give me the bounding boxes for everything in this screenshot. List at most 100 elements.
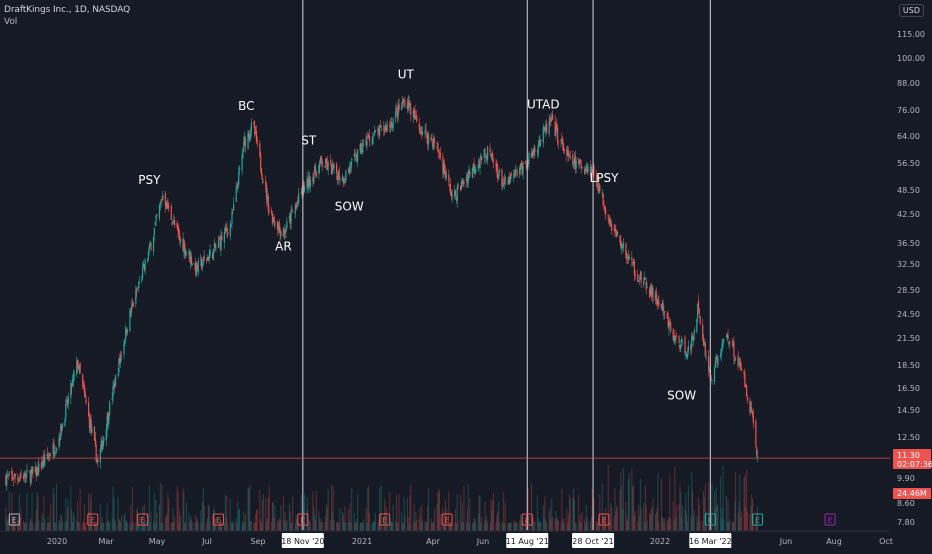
currency-button[interactable]: USD <box>898 4 924 17</box>
earnings-marker[interactable] <box>87 513 99 526</box>
volume-bar <box>7 518 9 531</box>
volume-bar <box>757 506 759 531</box>
volume-bar <box>544 496 546 531</box>
earnings-marker[interactable] <box>824 513 836 526</box>
volume-bar <box>680 492 682 531</box>
volume-bar <box>26 493 28 531</box>
volume-bar <box>461 501 463 531</box>
volume-bar <box>737 512 739 531</box>
time-marker-badge <box>506 533 549 548</box>
candle-body <box>152 236 155 252</box>
volume-bar <box>231 522 233 531</box>
volume-bar <box>112 486 114 531</box>
earnings-marker[interactable] <box>137 513 149 526</box>
candle-body <box>710 378 712 380</box>
volume-bar <box>207 518 209 531</box>
earnings-marker[interactable] <box>212 513 224 526</box>
volume-bar <box>8 491 10 531</box>
candle-body <box>465 176 468 182</box>
earnings-marker-label: E <box>755 516 760 525</box>
candle-body <box>574 155 576 170</box>
candle-body <box>268 210 270 212</box>
volume-bar <box>430 518 432 531</box>
volume-bar <box>366 522 368 531</box>
volume-bar <box>285 522 287 531</box>
volume-bar <box>751 494 753 531</box>
earnings-marker[interactable] <box>521 513 533 526</box>
earnings-marker-label: E <box>140 516 145 525</box>
candle-body <box>214 243 216 249</box>
volume-bar <box>716 504 718 531</box>
volume-bar <box>395 494 397 531</box>
candle-body <box>430 137 432 140</box>
volume-bar <box>722 465 724 531</box>
volume-bar <box>578 494 580 531</box>
volume-bar <box>266 518 268 531</box>
candle-body <box>265 185 268 200</box>
candle-body <box>568 155 571 156</box>
wyckoff-label: SOW <box>335 200 364 214</box>
candle-body <box>366 140 368 146</box>
candle-body <box>546 123 548 133</box>
symbol-title[interactable]: DraftKings Inc., 1D, NASDAQ <box>4 5 131 15</box>
candle-body <box>147 258 149 261</box>
candle-body <box>416 115 418 122</box>
volume-bar <box>130 505 132 531</box>
time-tick-label: Oct <box>879 537 893 546</box>
volume-bar <box>723 519 725 531</box>
volume-bar <box>295 515 297 531</box>
candle-body <box>298 193 300 204</box>
candle-body <box>107 412 109 422</box>
candle-body <box>654 292 657 300</box>
volume-bar <box>597 517 599 531</box>
candle-body <box>66 400 69 405</box>
volume-bar <box>439 513 441 531</box>
volume-bar <box>164 516 166 531</box>
volume-bar <box>646 521 648 531</box>
candle-body <box>14 474 16 477</box>
volume-bar <box>697 522 699 531</box>
volume-bar <box>255 514 257 531</box>
candle-body <box>513 173 515 178</box>
candle-body <box>681 338 683 342</box>
candle-body <box>354 154 356 155</box>
candle-body <box>332 163 334 170</box>
volume-bar <box>675 516 677 531</box>
earnings-marker[interactable] <box>297 513 309 526</box>
candle-body <box>144 259 146 271</box>
volume-bar <box>191 522 193 531</box>
candle-body <box>113 384 115 388</box>
volume-bar <box>466 522 468 531</box>
volume-bar <box>368 486 370 531</box>
volume-bar <box>141 522 143 531</box>
candle-body <box>649 286 652 296</box>
candle-body <box>44 454 46 466</box>
volume-bar <box>656 508 658 531</box>
candle-body <box>390 121 393 128</box>
earnings-marker[interactable] <box>441 513 453 526</box>
candle-body <box>686 353 689 359</box>
earnings-marker[interactable] <box>379 513 391 526</box>
volume-bar <box>278 518 280 531</box>
candle-body <box>669 322 671 325</box>
earnings-marker[interactable] <box>8 513 20 526</box>
earnings-marker[interactable] <box>704 513 716 526</box>
volume-bar <box>467 484 469 531</box>
candle-body <box>307 179 309 187</box>
candle-body <box>185 252 188 254</box>
volume-bar <box>272 502 274 531</box>
volume-bar <box>728 521 730 531</box>
volume-bar <box>625 501 627 531</box>
candle-body <box>117 373 119 375</box>
volume-bar <box>111 518 113 531</box>
earnings-marker[interactable] <box>752 513 764 526</box>
candle-body <box>556 124 558 130</box>
volume-bar <box>514 522 516 531</box>
earnings-marker[interactable] <box>598 513 610 526</box>
candle-body <box>32 466 34 473</box>
candle-body <box>708 370 711 372</box>
candle-body <box>50 455 52 457</box>
volume-indicator-label[interactable]: Vol <box>4 17 18 27</box>
